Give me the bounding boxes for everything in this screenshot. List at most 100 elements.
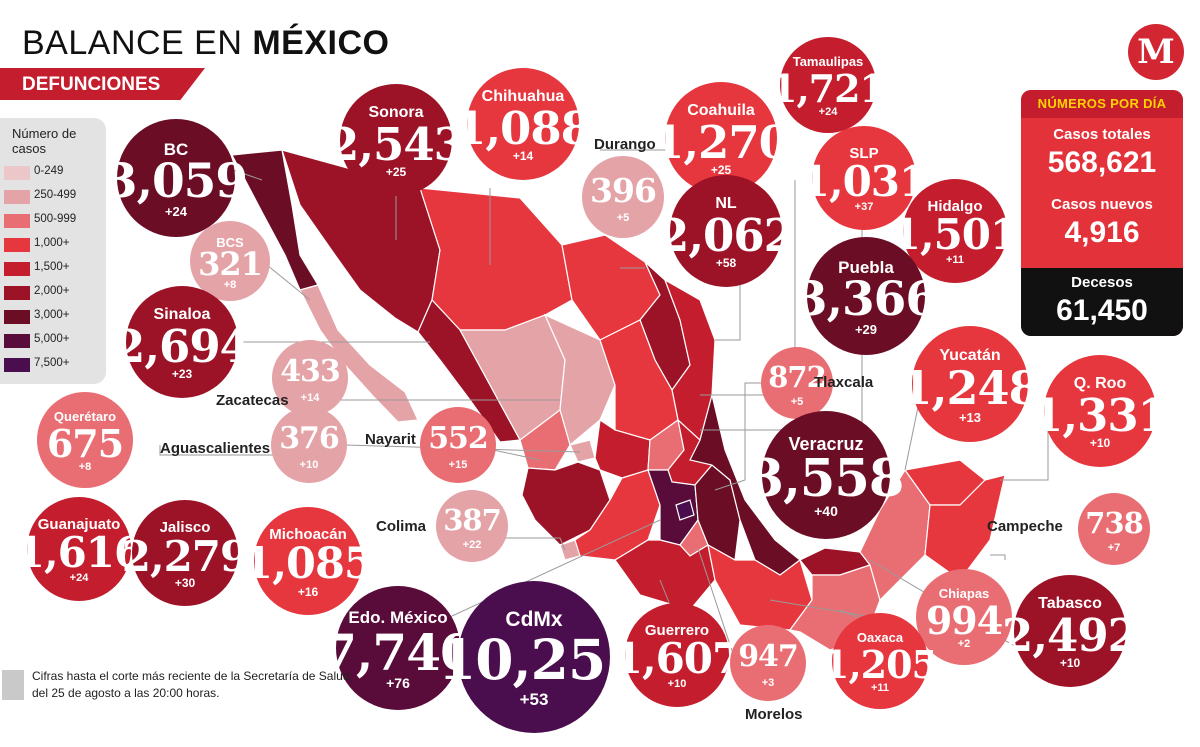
state-name: BCS xyxy=(216,235,244,251)
legend-label: 1,500+ xyxy=(34,261,70,273)
state-bubble: Oaxaca 1,205 +11 xyxy=(823,613,938,709)
state-new-deaths: +10 xyxy=(667,677,687,690)
state-bubble: Veracruz 3,558 +40 xyxy=(749,411,904,539)
state-bubble: CdMx 10,253 +53 xyxy=(438,581,644,733)
legend-label: 500-999 xyxy=(34,213,77,225)
state-deaths: 3,059 xyxy=(104,154,248,210)
state-deaths: 1,331 xyxy=(1032,388,1169,442)
title-bold: MÉXICO xyxy=(252,24,390,62)
state-deaths: 321 xyxy=(198,245,263,283)
map-oaxaca xyxy=(707,543,813,631)
state-deaths: 1,205 xyxy=(823,641,938,687)
state-bubble: Sonora 2,543 +25 xyxy=(328,84,465,196)
state-name: Q. Roo xyxy=(1073,375,1127,393)
new-cases-label: Casos nuevos xyxy=(1051,196,1153,213)
legend-item: 7,500+ xyxy=(0,355,106,375)
legend-swatch xyxy=(4,190,30,204)
state-deaths: 1,088 xyxy=(455,101,592,155)
state-deaths: 376 xyxy=(279,420,340,456)
state-bubble: 376 +10 xyxy=(271,407,347,483)
state-name: Veracruz xyxy=(788,434,864,455)
new-cases-value: 4,916 xyxy=(1064,216,1140,249)
deaths-label: Decesos xyxy=(1071,274,1133,291)
legend-label: 3,000+ xyxy=(34,309,70,321)
state-name: Tamaulipas xyxy=(792,54,864,70)
legend-item: 500-999 xyxy=(0,211,106,231)
total-cases-label: Casos totales xyxy=(1053,126,1151,143)
state-deaths: 1,501 xyxy=(891,210,1020,260)
map-qroo xyxy=(924,474,1006,581)
state-new-deaths: +29 xyxy=(854,321,878,337)
state-name: Edo. México xyxy=(348,608,448,628)
state-new-deaths: +58 xyxy=(715,255,737,270)
state-deaths: 3,558 xyxy=(748,449,905,510)
state-deaths: 2,694 xyxy=(114,319,251,373)
state-deaths: 1,031 xyxy=(800,157,929,207)
stats-title: NÚMEROS POR DÍA xyxy=(1037,96,1167,111)
legend-swatch xyxy=(4,262,30,276)
legend-label: 2,000+ xyxy=(34,285,70,297)
state-deaths: 387 xyxy=(443,502,502,537)
legend-label: 7,500+ xyxy=(34,357,70,369)
legend-swatch xyxy=(4,358,30,372)
state-bubble: BC 3,059 +24 xyxy=(105,119,248,237)
title-light: BALANCE EN xyxy=(22,24,253,62)
state-bubble: Guanajuato 1,616 +24 xyxy=(16,497,143,601)
state-deaths: 552 xyxy=(428,420,489,456)
state-new-deaths: +10 xyxy=(299,458,319,471)
state-name: BC xyxy=(163,140,189,160)
state-new-deaths: +37 xyxy=(854,200,874,213)
legend-item: 1,000+ xyxy=(0,235,106,255)
state-deaths: 1,248 xyxy=(900,360,1040,415)
state-name: Sonora xyxy=(368,104,424,122)
legend-label: 250-499 xyxy=(34,189,77,201)
state-name: Coahuila xyxy=(687,102,755,120)
state-deaths: 2,543 xyxy=(328,117,465,171)
state-bubble: 738 +7 xyxy=(1078,493,1150,565)
state-name: Guanajuato xyxy=(37,515,121,533)
legend-item: 3,000+ xyxy=(0,307,106,327)
state-deaths: 433 xyxy=(280,353,341,389)
state-deaths: 738 xyxy=(1085,505,1144,540)
footnote: Cifras hasta el corte más reciente de la… xyxy=(32,669,353,700)
state-new-deaths: +7 xyxy=(1107,541,1121,554)
state-bubble: Chiapas 994 +2 xyxy=(916,569,1012,665)
state-name: Campeche xyxy=(987,518,1063,535)
logo-letter: M xyxy=(1137,32,1175,72)
state-deaths: 994 xyxy=(925,597,1003,643)
state-bubble: Guerrero 1,607 +10 xyxy=(614,603,741,707)
state-name: Jalisco xyxy=(159,519,211,537)
map-states xyxy=(231,149,1006,651)
state-new-deaths: +11 xyxy=(870,682,890,695)
state-new-deaths: +10 xyxy=(1089,435,1111,450)
state-bubble: Tabasco 2,492 +10 xyxy=(1002,575,1139,687)
state-bubble: Michoacán 1,085 +16 xyxy=(243,507,374,615)
state-bubble: Yucatán 1,248 +13 xyxy=(900,326,1041,442)
legend-swatch xyxy=(4,214,30,228)
state-deaths: 1,607 xyxy=(613,634,742,684)
state-new-deaths: +24 xyxy=(69,571,89,584)
legend-label: 1,000+ xyxy=(34,237,70,249)
legend-label: 5,000+ xyxy=(34,333,70,345)
state-new-deaths: +24 xyxy=(818,106,838,119)
state-bubble: Q. Roo 1,331 +10 xyxy=(1032,355,1169,467)
page-title: BALANCE EN MÉXICO xyxy=(22,24,389,63)
state-new-deaths: +3 xyxy=(761,676,775,689)
state-bubble: Chihuahua 1,088 +14 xyxy=(455,68,592,180)
state-bubble: BCS 321 +8 xyxy=(190,221,270,301)
state-bubble: 552 +15 xyxy=(420,407,496,483)
state-name: Durango xyxy=(594,136,656,153)
state-name: Nayarit xyxy=(365,431,416,448)
state-name: NL xyxy=(715,195,737,213)
legend-item: 250-499 xyxy=(0,187,106,207)
state-bubble: NL 2,062 +58 xyxy=(658,175,795,287)
state-new-deaths: +5 xyxy=(790,395,804,408)
state-bubble: Querétaro 675 +8 xyxy=(37,392,133,488)
state-bubble: Hidalgo 1,501 +11 xyxy=(892,179,1019,283)
legend-swatch xyxy=(4,166,30,180)
state-new-deaths: +30 xyxy=(174,576,196,591)
state-bubble: Tamaulipas 1,721 +24 xyxy=(771,37,886,133)
state-new-deaths: +13 xyxy=(958,409,982,425)
state-new-deaths: +14 xyxy=(512,148,534,163)
state-name: Oaxaca xyxy=(856,630,904,646)
